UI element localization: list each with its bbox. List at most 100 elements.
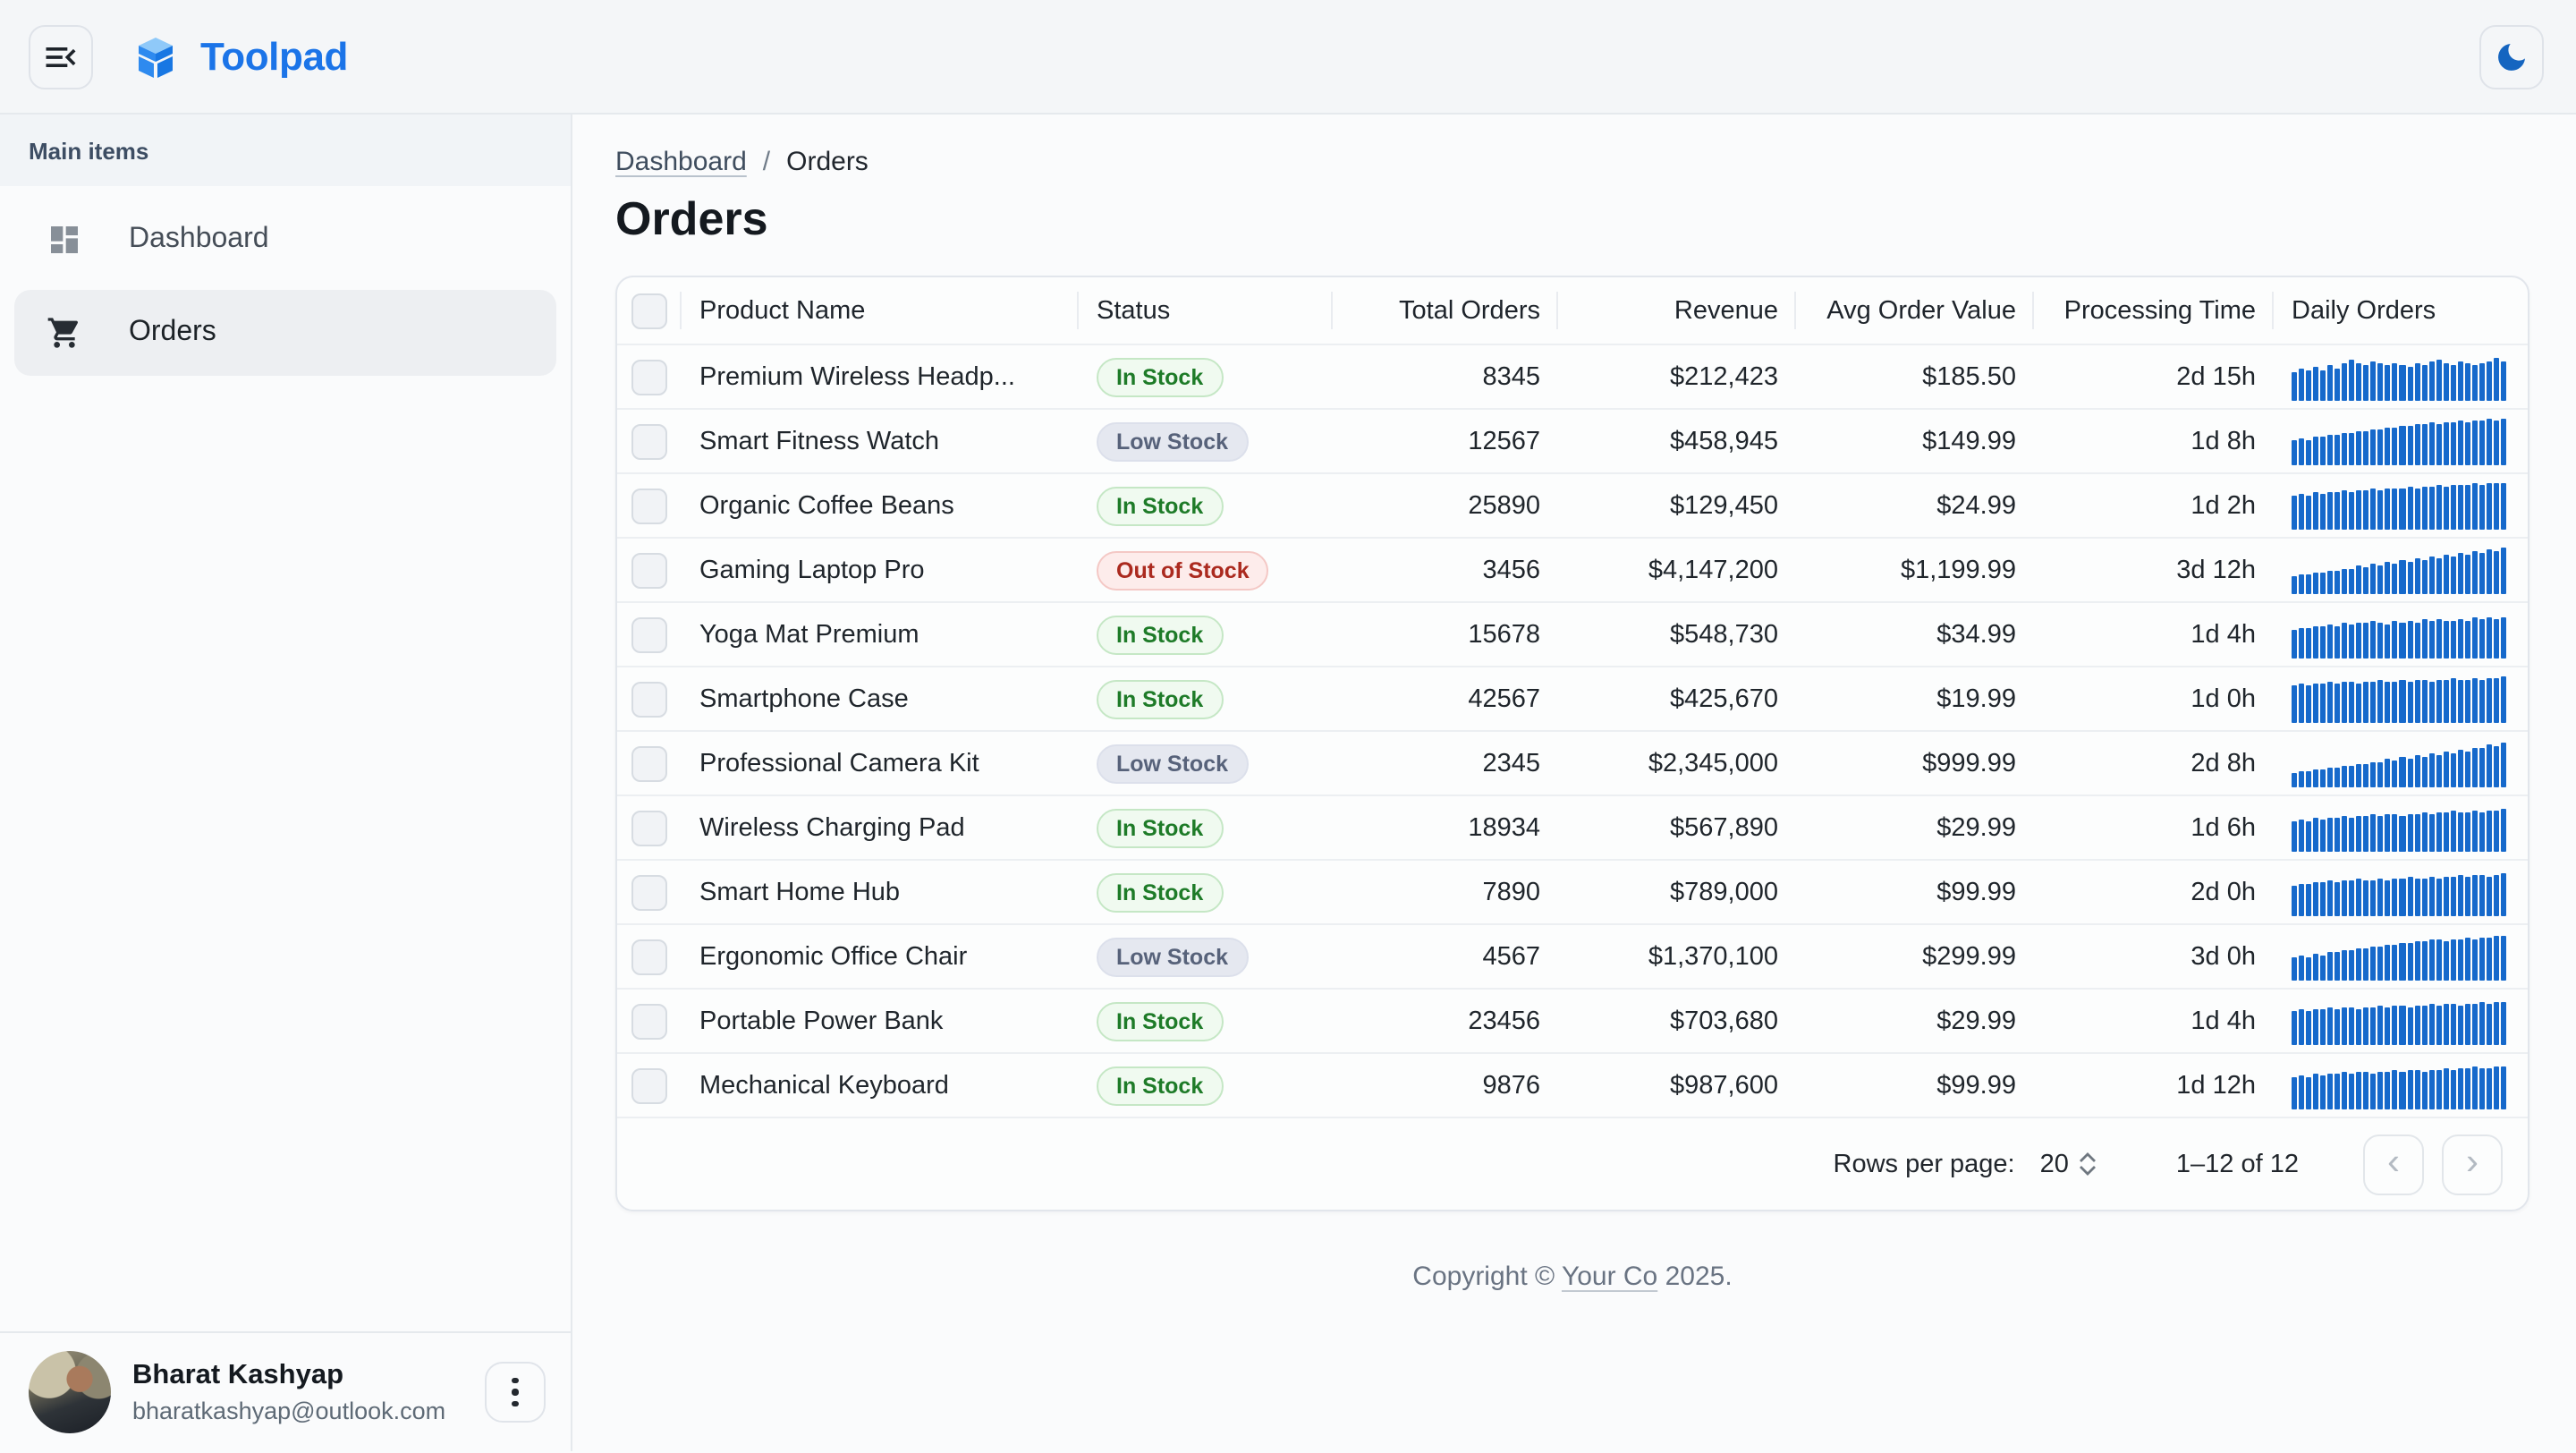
table-row[interactable]: Mechanical Keyboard In Stock 9876 $987,600 $… bbox=[617, 1052, 2528, 1117]
rows-per-page-select[interactable]: 20 bbox=[2040, 1150, 2097, 1178]
table-row[interactable]: Portable Power Bank In Stock 23456 $703,680… bbox=[617, 988, 2528, 1052]
cell-total-orders: 4567 bbox=[1482, 942, 1540, 971]
row-checkbox[interactable] bbox=[631, 1003, 667, 1039]
daily-orders-sparkline bbox=[2292, 869, 2506, 915]
column-header-avg-order-value[interactable]: Avg Order Value bbox=[1796, 277, 2034, 344]
row-checkbox[interactable] bbox=[631, 939, 667, 974]
table-header-row: Product Name Status Total Orders Revenue… bbox=[617, 277, 2528, 344]
sidebar-section-label: Main items bbox=[0, 115, 571, 186]
table-row[interactable]: Ergonomic Office Chair Low Stock 4567 $1,37… bbox=[617, 923, 2528, 988]
cell-status: In Stock bbox=[1079, 990, 1333, 1052]
cell-avg-order-value: $299.99 bbox=[1922, 942, 2016, 971]
cell-daily-orders bbox=[2274, 925, 2528, 988]
toolpad-logo-icon bbox=[132, 33, 179, 80]
row-checkbox-cell bbox=[617, 732, 682, 794]
table-row[interactable]: Smartphone Case In Stock 42567 $425,670 $19.… bbox=[617, 666, 2528, 730]
column-header-total-orders[interactable]: Total Orders bbox=[1333, 277, 1558, 344]
cell-processing-time: 2d 8h bbox=[2190, 749, 2256, 777]
cell-daily-orders bbox=[2274, 474, 2528, 537]
cell-product-name: Gaming Laptop Pro bbox=[699, 556, 925, 584]
cell-processing-time: 1d 6h bbox=[2190, 813, 2256, 842]
sidebar: Main items Dashboard Orders bbox=[0, 115, 572, 1451]
table-row[interactable]: Organic Coffee Beans In Stock 25890 $129,45… bbox=[617, 472, 2528, 537]
row-checkbox[interactable] bbox=[631, 874, 667, 910]
cell-total-orders: 15678 bbox=[1468, 620, 1540, 649]
daily-orders-sparkline bbox=[2292, 933, 2506, 980]
column-header-processing-time[interactable]: Processing Time bbox=[2034, 277, 2274, 344]
breadcrumb-current: Orders bbox=[786, 147, 869, 177]
table-row[interactable]: Smart Fitness Watch Low Stock 12567 $458,94… bbox=[617, 408, 2528, 472]
column-header-product-name[interactable]: Product Name bbox=[682, 277, 1079, 344]
app-title[interactable]: Toolpad bbox=[200, 33, 349, 78]
sidebar-item-label: Orders bbox=[129, 317, 216, 347]
table-row[interactable]: Professional Camera Kit Low Stock 2345 $2,3… bbox=[617, 730, 2528, 794]
table-row[interactable]: Gaming Laptop Pro Out of Stock 3456 $4,147,… bbox=[617, 537, 2528, 601]
chevron-right-icon: › bbox=[2466, 1141, 2479, 1182]
row-checkbox[interactable] bbox=[631, 1067, 667, 1103]
next-page-button[interactable]: › bbox=[2442, 1134, 2503, 1194]
app-bar: Toolpad bbox=[0, 0, 2576, 115]
collapse-sidebar-button[interactable] bbox=[29, 24, 93, 89]
table-row[interactable]: Premium Wireless Headp... In Stock 8345 $21… bbox=[617, 344, 2528, 408]
column-header-daily-orders[interactable]: Daily Orders bbox=[2292, 296, 2436, 325]
daily-orders-sparkline bbox=[2292, 740, 2506, 786]
sidebar-nav: Dashboard Orders bbox=[0, 186, 571, 1331]
cell-revenue: $212,423 bbox=[1670, 362, 1778, 391]
row-checkbox[interactable] bbox=[631, 810, 667, 845]
cell-total-orders: 8345 bbox=[1482, 362, 1540, 391]
status-badge: In Stock bbox=[1097, 1001, 1224, 1041]
sidebar-item-dashboard[interactable]: Dashboard bbox=[14, 197, 556, 283]
row-checkbox-cell bbox=[617, 990, 682, 1052]
cell-product-name: Wireless Charging Pad bbox=[699, 813, 965, 842]
daily-orders-sparkline bbox=[2292, 804, 2506, 851]
row-checkbox[interactable] bbox=[631, 681, 667, 717]
table-row[interactable]: Smart Home Hub In Stock 7890 $789,000 $99.99… bbox=[617, 859, 2528, 923]
cell-revenue: $129,450 bbox=[1670, 491, 1778, 520]
cell-avg-order-value: $29.99 bbox=[1936, 813, 2016, 842]
row-checkbox[interactable] bbox=[631, 745, 667, 781]
daily-orders-sparkline bbox=[2292, 418, 2506, 464]
table-row[interactable]: Yoga Mat Premium In Stock 15678 $548,730 $34… bbox=[617, 601, 2528, 666]
column-header-status[interactable]: Status bbox=[1079, 277, 1333, 344]
cell-status: Low Stock bbox=[1079, 732, 1333, 794]
status-badge: In Stock bbox=[1097, 679, 1224, 718]
cell-processing-time: 2d 0h bbox=[2190, 878, 2256, 906]
cell-processing-time: 1d 4h bbox=[2190, 620, 2256, 649]
theme-toggle-button[interactable] bbox=[2479, 24, 2544, 89]
row-checkbox[interactable] bbox=[631, 616, 667, 652]
row-checkbox[interactable] bbox=[631, 552, 667, 588]
cell-revenue: $567,890 bbox=[1670, 813, 1778, 842]
cell-revenue: $458,945 bbox=[1670, 427, 1778, 455]
sidebar-user-section: Bharat Kashyap bharatkashyap@outlook.com bbox=[0, 1331, 571, 1451]
user-menu-button[interactable] bbox=[485, 1362, 546, 1423]
cell-revenue: $2,345,000 bbox=[1648, 749, 1778, 777]
breadcrumb: Dashboard / Orders bbox=[615, 147, 2529, 177]
cell-avg-order-value: $999.99 bbox=[1922, 749, 2016, 777]
cell-avg-order-value: $29.99 bbox=[1936, 1007, 2016, 1035]
footer-company-link[interactable]: Your Co bbox=[1561, 1262, 1658, 1292]
avatar[interactable] bbox=[29, 1351, 111, 1433]
row-checkbox-cell bbox=[617, 667, 682, 730]
cell-processing-time: 3d 12h bbox=[2176, 556, 2256, 584]
status-badge: Low Stock bbox=[1097, 937, 1249, 976]
table-row[interactable]: Wireless Charging Pad In Stock 18934 $567,8… bbox=[617, 794, 2528, 859]
sidebar-item-orders[interactable]: Orders bbox=[14, 290, 556, 376]
rows-per-page-value: 20 bbox=[2039, 1150, 2069, 1178]
cell-daily-orders bbox=[2274, 732, 2528, 794]
cart-icon bbox=[47, 315, 82, 351]
cell-avg-order-value: $99.99 bbox=[1936, 1071, 2016, 1100]
column-header-revenue[interactable]: Revenue bbox=[1558, 277, 1796, 344]
cell-revenue: $789,000 bbox=[1670, 878, 1778, 906]
row-checkbox[interactable] bbox=[631, 488, 667, 523]
breadcrumb-dashboard-link[interactable]: Dashboard bbox=[615, 147, 747, 177]
row-checkbox[interactable] bbox=[631, 423, 667, 459]
select-all-checkbox[interactable] bbox=[631, 293, 667, 328]
status-badge: In Stock bbox=[1097, 357, 1224, 396]
sidebar-item-label: Dashboard bbox=[129, 224, 269, 254]
cell-product-name: Premium Wireless Headp... bbox=[699, 362, 1015, 391]
row-checkbox-cell bbox=[617, 539, 682, 601]
previous-page-button[interactable]: ‹ bbox=[2363, 1134, 2424, 1194]
cell-status: In Stock bbox=[1079, 474, 1333, 537]
row-checkbox[interactable] bbox=[631, 359, 667, 395]
